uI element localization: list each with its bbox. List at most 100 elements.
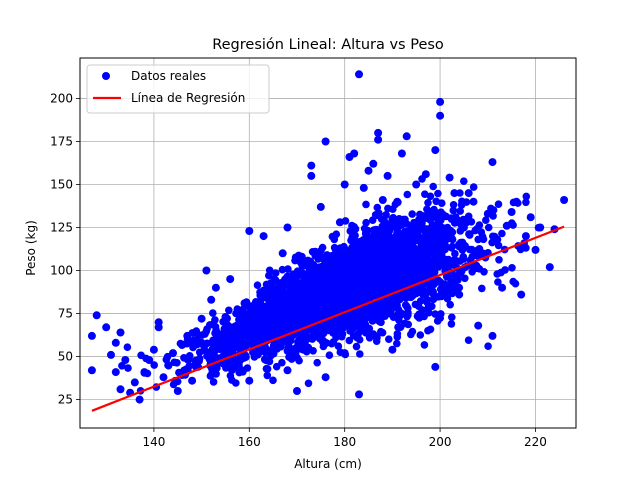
scatter-point — [488, 331, 497, 340]
scatter-point — [360, 277, 369, 285]
scatter-point — [317, 253, 325, 261]
scatter-point — [209, 309, 217, 317]
scatter-point — [401, 301, 410, 309]
scatter-point — [489, 206, 498, 214]
scatter-point — [267, 329, 275, 337]
scatter-point — [437, 225, 446, 234]
scatter-point — [316, 280, 324, 289]
scatter-point — [306, 266, 314, 275]
scatter-point — [395, 282, 404, 291]
scatter-point — [334, 342, 343, 351]
scatter-point — [300, 344, 309, 352]
scatter-point — [235, 315, 243, 324]
scatter-point — [323, 255, 331, 263]
scatter-point — [498, 283, 507, 292]
scatter-point — [495, 255, 503, 264]
scatter-point — [341, 299, 350, 308]
scatter-point — [111, 338, 120, 347]
scatter-point — [332, 230, 341, 238]
scatter-point — [362, 285, 370, 294]
scatter-point — [378, 196, 387, 204]
scatter-point — [389, 313, 398, 322]
scatter-point — [360, 224, 369, 233]
scatter-point — [355, 335, 364, 344]
scatter-point — [124, 364, 132, 372]
scatter-point — [367, 271, 376, 279]
scatter-point — [359, 183, 368, 192]
scatter-point — [437, 292, 446, 301]
scatter-point — [353, 273, 361, 281]
scatter-point — [137, 351, 145, 360]
scatter-point — [255, 301, 263, 310]
scatter-point — [326, 270, 335, 278]
scatter-point — [464, 212, 473, 221]
scatter-point — [498, 229, 506, 238]
scatter-point — [316, 202, 325, 211]
scatter-point — [140, 368, 149, 377]
scatter-point — [415, 249, 424, 257]
x-tick-label: 220 — [524, 435, 547, 449]
scatter-point — [353, 279, 361, 287]
scatter-point — [355, 390, 363, 399]
scatter-point — [435, 248, 443, 256]
scatter-point — [216, 335, 225, 344]
scatter-point — [359, 324, 368, 333]
scatter-point — [456, 189, 464, 197]
scatter-point — [268, 320, 277, 328]
scatter-point — [346, 270, 355, 278]
scatter-point — [494, 278, 502, 286]
scatter-point — [211, 283, 220, 292]
scatter-point — [269, 376, 277, 385]
scatter-point — [278, 249, 287, 258]
scatter-point — [408, 327, 417, 336]
scatter-point — [178, 340, 187, 349]
scatter-point — [446, 300, 455, 309]
scatter-points — [87, 70, 569, 404]
scatter-point — [87, 366, 96, 375]
scatter-point — [262, 364, 271, 373]
scatter-point — [448, 242, 457, 251]
scatter-point — [374, 135, 383, 144]
y-tick-label: 25 — [58, 393, 73, 407]
regression-line — [91, 225, 565, 412]
scatter-point — [271, 269, 280, 277]
scatter-point — [278, 265, 287, 274]
scatter-point — [341, 269, 349, 278]
scatter-point — [509, 221, 517, 229]
scatter-point — [338, 330, 347, 338]
scatter-point — [379, 300, 388, 309]
scatter-point — [369, 330, 378, 339]
scatter-point — [374, 128, 383, 137]
scatter-point — [522, 198, 530, 207]
scatter-point — [460, 177, 468, 185]
scatter-point — [203, 325, 211, 333]
scatter-point — [459, 255, 468, 263]
scatter-point — [442, 288, 451, 296]
scatter-point — [418, 234, 426, 242]
scatter-point — [450, 219, 459, 227]
scatter-point — [393, 330, 402, 338]
scatter-point — [87, 331, 96, 340]
scatter-point — [354, 330, 363, 338]
scatter-point — [461, 274, 469, 283]
scatter-point — [388, 214, 397, 223]
scatter-point — [287, 355, 296, 363]
scatter-point — [383, 171, 392, 180]
scatter-point — [283, 272, 292, 281]
scatter-point — [395, 222, 403, 231]
y-tick-label: 75 — [58, 307, 73, 321]
scatter-point — [255, 335, 264, 344]
scatter-point — [273, 293, 282, 301]
scatter-point — [464, 189, 473, 198]
scatter-point — [402, 132, 411, 141]
scatter-point — [455, 290, 464, 299]
scatter-point — [296, 267, 305, 276]
y-tick-label: 150 — [50, 177, 73, 191]
scatter-point — [494, 200, 503, 208]
scatter-point — [468, 252, 477, 261]
scatter-point — [307, 161, 316, 170]
scatter-point — [130, 378, 139, 387]
scatter-point — [293, 387, 301, 395]
scatter-point — [404, 269, 413, 277]
